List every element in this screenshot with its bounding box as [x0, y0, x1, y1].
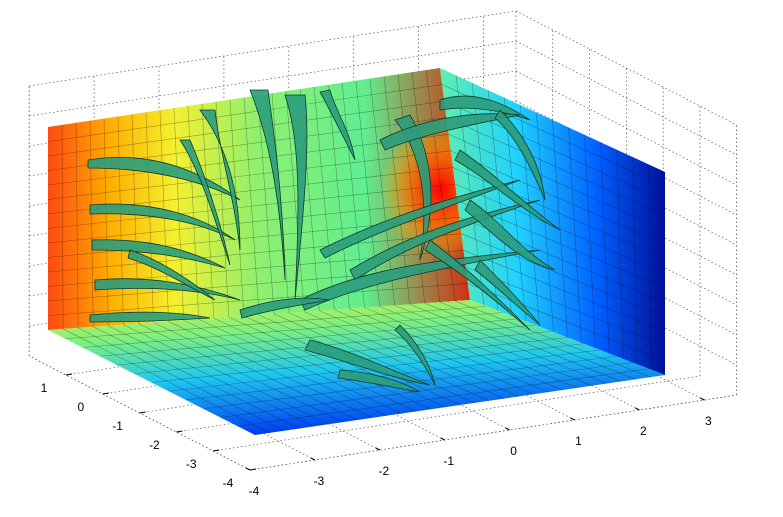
tick-mark [441, 438, 445, 440]
tick-mark [66, 374, 72, 375]
x-tick-label: -2 [378, 464, 389, 478]
chart: -4 -3 -2 -1 0 1 2 3 -4 -3 -2 -1 0 1 [0, 0, 783, 517]
x-tick-label: -3 [314, 474, 325, 488]
x-tick-label: -4 [249, 484, 260, 498]
x-tick-label: -1 [443, 454, 454, 468]
box-edge [516, 11, 737, 125]
x-tick-label: 2 [640, 424, 647, 438]
tick-mark [140, 412, 146, 413]
tick-mark [700, 398, 704, 400]
tick-mark [103, 393, 109, 394]
tick-mark [246, 468, 250, 470]
y-tick-label: -1 [112, 419, 123, 433]
x-tick-label: 3 [705, 414, 712, 428]
tick-mark [311, 458, 315, 460]
tick-mark [635, 408, 639, 410]
tick-mark [250, 469, 256, 470]
y-tick-label: -4 [223, 476, 234, 490]
tick-mark [213, 450, 219, 451]
tick-mark [571, 418, 575, 420]
tick-mark [376, 448, 380, 450]
y-tick-label: -2 [149, 438, 160, 452]
tick-mark [176, 431, 182, 432]
y-tick-label: 0 [77, 400, 84, 414]
y-tick-label: 1 [41, 381, 48, 395]
x-tick-label: 1 [575, 434, 582, 448]
tick-mark [506, 428, 510, 430]
y-tick-label: -3 [186, 457, 197, 471]
x-tick-label: 0 [510, 444, 517, 458]
